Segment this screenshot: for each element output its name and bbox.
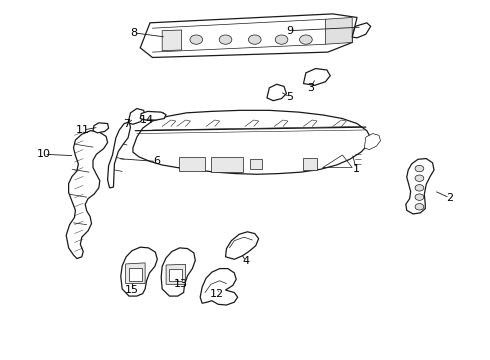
Polygon shape bbox=[140, 111, 166, 120]
Polygon shape bbox=[325, 18, 352, 44]
Polygon shape bbox=[125, 263, 145, 284]
Polygon shape bbox=[66, 131, 108, 258]
Polygon shape bbox=[108, 122, 130, 188]
Circle shape bbox=[415, 194, 424, 201]
Text: 7: 7 bbox=[123, 118, 131, 129]
Text: 14: 14 bbox=[140, 115, 154, 125]
Polygon shape bbox=[267, 84, 287, 101]
Polygon shape bbox=[121, 247, 157, 296]
Text: 2: 2 bbox=[446, 193, 453, 203]
Polygon shape bbox=[170, 269, 182, 282]
Circle shape bbox=[415, 175, 424, 181]
Circle shape bbox=[299, 35, 312, 44]
Polygon shape bbox=[128, 109, 145, 124]
Polygon shape bbox=[179, 157, 205, 171]
Circle shape bbox=[415, 165, 424, 172]
Polygon shape bbox=[225, 232, 259, 259]
Text: 4: 4 bbox=[243, 256, 249, 266]
Polygon shape bbox=[129, 267, 142, 281]
Text: 9: 9 bbox=[286, 26, 294, 36]
Polygon shape bbox=[365, 134, 380, 150]
Text: 11: 11 bbox=[76, 125, 90, 135]
Text: 6: 6 bbox=[153, 157, 160, 166]
Text: 5: 5 bbox=[286, 92, 294, 102]
Polygon shape bbox=[303, 158, 317, 170]
Polygon shape bbox=[250, 159, 262, 168]
Circle shape bbox=[415, 185, 424, 191]
Circle shape bbox=[190, 35, 202, 44]
Circle shape bbox=[415, 203, 424, 210]
Polygon shape bbox=[211, 157, 243, 172]
Polygon shape bbox=[161, 248, 196, 296]
Polygon shape bbox=[406, 158, 434, 214]
Polygon shape bbox=[133, 111, 371, 174]
Circle shape bbox=[248, 35, 261, 44]
Polygon shape bbox=[166, 264, 186, 284]
Polygon shape bbox=[352, 23, 371, 38]
Text: 12: 12 bbox=[210, 289, 224, 298]
Text: 13: 13 bbox=[173, 279, 188, 289]
Polygon shape bbox=[200, 269, 238, 305]
Text: 8: 8 bbox=[130, 28, 138, 38]
Polygon shape bbox=[93, 123, 109, 133]
Polygon shape bbox=[140, 14, 357, 58]
Text: 1: 1 bbox=[353, 163, 360, 174]
Polygon shape bbox=[303, 68, 330, 85]
Text: 10: 10 bbox=[37, 149, 51, 159]
Text: 3: 3 bbox=[307, 83, 314, 93]
Circle shape bbox=[219, 35, 232, 44]
Text: 15: 15 bbox=[125, 285, 139, 295]
Polygon shape bbox=[162, 30, 182, 51]
Circle shape bbox=[275, 35, 288, 44]
